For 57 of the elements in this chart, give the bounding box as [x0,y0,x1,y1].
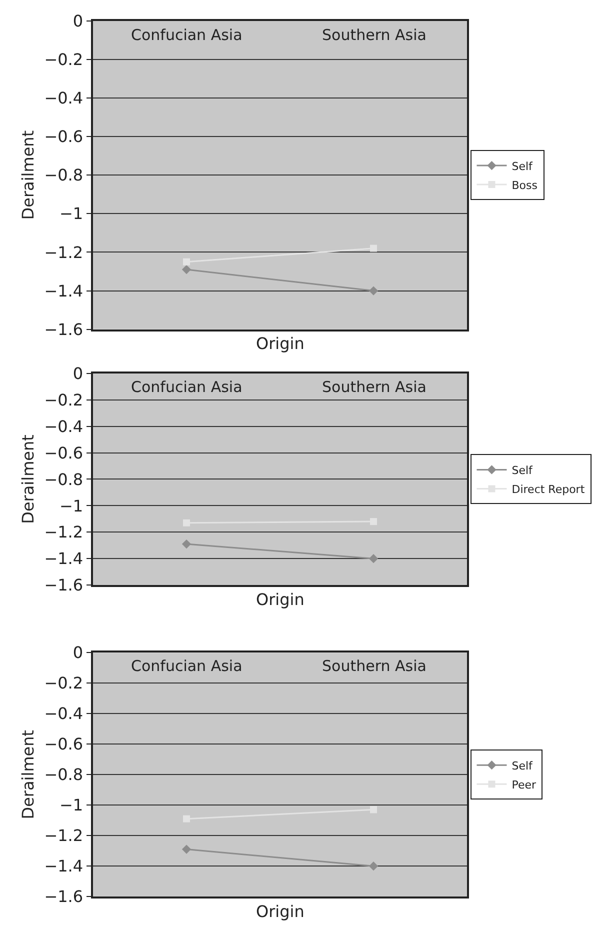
y-tick-label: −0.4 [44,704,84,724]
x-axis-title: Origin [256,590,304,609]
y-tick-label: 0 [72,643,84,662]
y-tick-label: −1.4 [44,549,84,568]
legend-label: Peer [512,778,537,792]
x-tick-label: Confucian Asia [131,378,242,396]
y-tick-label: −0.2 [44,674,84,693]
y-tick-label: −1.4 [44,281,84,300]
point [183,815,190,822]
y-tick-label: −1 [59,204,84,224]
legend-label: Self [512,759,534,772]
point [182,844,192,854]
point [368,286,378,296]
y-axis-title: Derailment [18,730,38,820]
x-tick-label: Confucian Asia [131,657,242,675]
y-tick-label: −0.2 [44,50,84,69]
legend-label: Direct Report [512,483,586,496]
point [370,518,377,526]
y-tick-label: −0.8 [44,166,84,185]
y-tick-label: −1.2 [44,522,84,542]
point [183,519,190,526]
y-axis-title: Derailment [18,434,38,524]
x-tick-label: Southern Asia [322,378,426,396]
point [182,539,192,549]
point [368,862,378,871]
y-tick-label: −1.2 [44,242,84,262]
y-tick-label: −0.6 [44,443,84,462]
x-axis-title: Origin [256,902,304,921]
y-axis-title: Derailment [18,130,38,220]
point [370,244,377,252]
y-tick-label: −0.8 [44,765,84,784]
y-tick-label: −1 [59,796,84,815]
y-tick-label: −0.6 [44,127,84,146]
y-tick-label: −0.8 [44,470,84,489]
y-tick-label: −1.6 [44,320,84,339]
y-tick-label: −0.4 [44,416,84,436]
point [182,265,192,274]
y-tick-label: 0 [72,364,84,384]
y-tick-label: −1.6 [44,887,84,906]
y-tick-label: −1.6 [44,576,84,595]
x-tick-label: Southern Asia [322,657,426,675]
point [370,806,377,814]
y-tick-label: −1.4 [44,856,84,876]
y-tick-label: −0.2 [44,390,84,410]
x-axis-title: Origin [256,334,304,353]
x-tick-label: Confucian Asia [131,26,242,44]
y-tick-label: −1.2 [44,826,84,846]
y-tick-label: 0 [72,11,84,30]
legend-label: Self [512,160,534,173]
point [368,554,378,564]
x-tick-label: Southern Asia [322,26,426,44]
point [183,258,190,266]
y-tick-label: −0.4 [44,88,84,108]
legend-label: Boss [512,178,538,192]
y-tick-label: −0.6 [44,734,84,754]
y-tick-label: −1 [59,496,84,516]
legend-label: Self [512,464,534,478]
